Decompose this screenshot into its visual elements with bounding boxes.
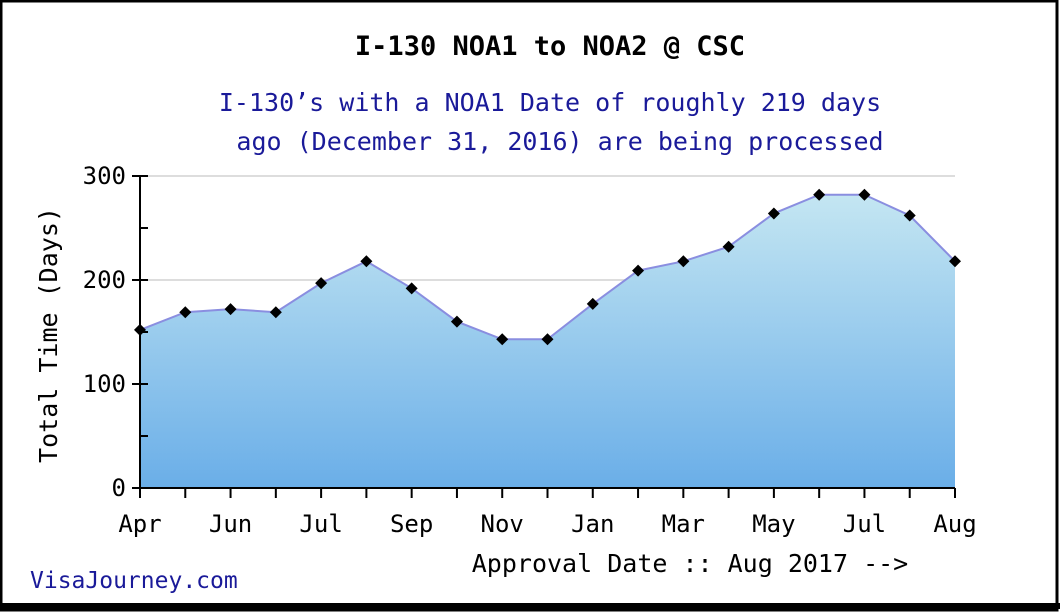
data-point: [450, 315, 463, 328]
chart-subtitle-line-2: ago (December 31, 2016) are being proces…: [236, 127, 883, 156]
x-axis-label: Approval Date :: Aug 2017 -->: [472, 549, 909, 578]
x-tick-label: Jul: [843, 510, 886, 538]
x-tick-label: Apr: [118, 510, 161, 538]
data-point: [315, 277, 328, 290]
x-tick-label: Mar: [662, 510, 705, 538]
data-point: [677, 255, 690, 268]
data-point: [496, 333, 509, 346]
y-axis-label: Total Time (Days): [34, 207, 63, 463]
data-point: [858, 188, 871, 201]
data-point: [813, 188, 826, 201]
data-markers: [134, 188, 961, 346]
data-point: [405, 282, 418, 295]
data-point: [586, 297, 599, 310]
x-tick-labels: Apr Jun Jul Sep Nov Jan Mar May Jul Aug: [118, 510, 976, 538]
data-point: [767, 207, 780, 220]
data-point: [224, 303, 237, 316]
y-tick-label: 300: [83, 162, 126, 190]
data-point: [269, 306, 282, 319]
watermark-text: VisaJourney.com: [30, 568, 238, 594]
data-point: [903, 209, 916, 222]
axes: [132, 175, 956, 498]
x-tick-label: Aug: [933, 510, 976, 538]
chart-subtitle-line-1: I-130’s with a NOA1 Date of roughly 219 …: [219, 88, 881, 117]
chart-title: I-130 NOA1 to NOA2 @ CSC: [355, 31, 745, 62]
data-point: [632, 264, 645, 277]
data-point: [360, 255, 373, 268]
y-tick-label: 200: [83, 266, 126, 294]
x-tick-label: Jan: [571, 510, 614, 538]
x-tick-label: Sep: [390, 510, 433, 538]
y-tick-labels: 0 100 200 300: [83, 162, 126, 502]
x-tick-label: Jun: [209, 510, 252, 538]
x-tick-label: Jul: [299, 510, 342, 538]
y-tick-label: 0: [112, 474, 126, 502]
x-tick-label: May: [752, 510, 795, 538]
x-tick-label: Nov: [481, 510, 524, 538]
data-point: [722, 240, 735, 253]
y-tick-label: 100: [83, 370, 126, 398]
data-point: [541, 333, 554, 346]
data-point: [179, 306, 192, 319]
data-point: [949, 255, 961, 268]
